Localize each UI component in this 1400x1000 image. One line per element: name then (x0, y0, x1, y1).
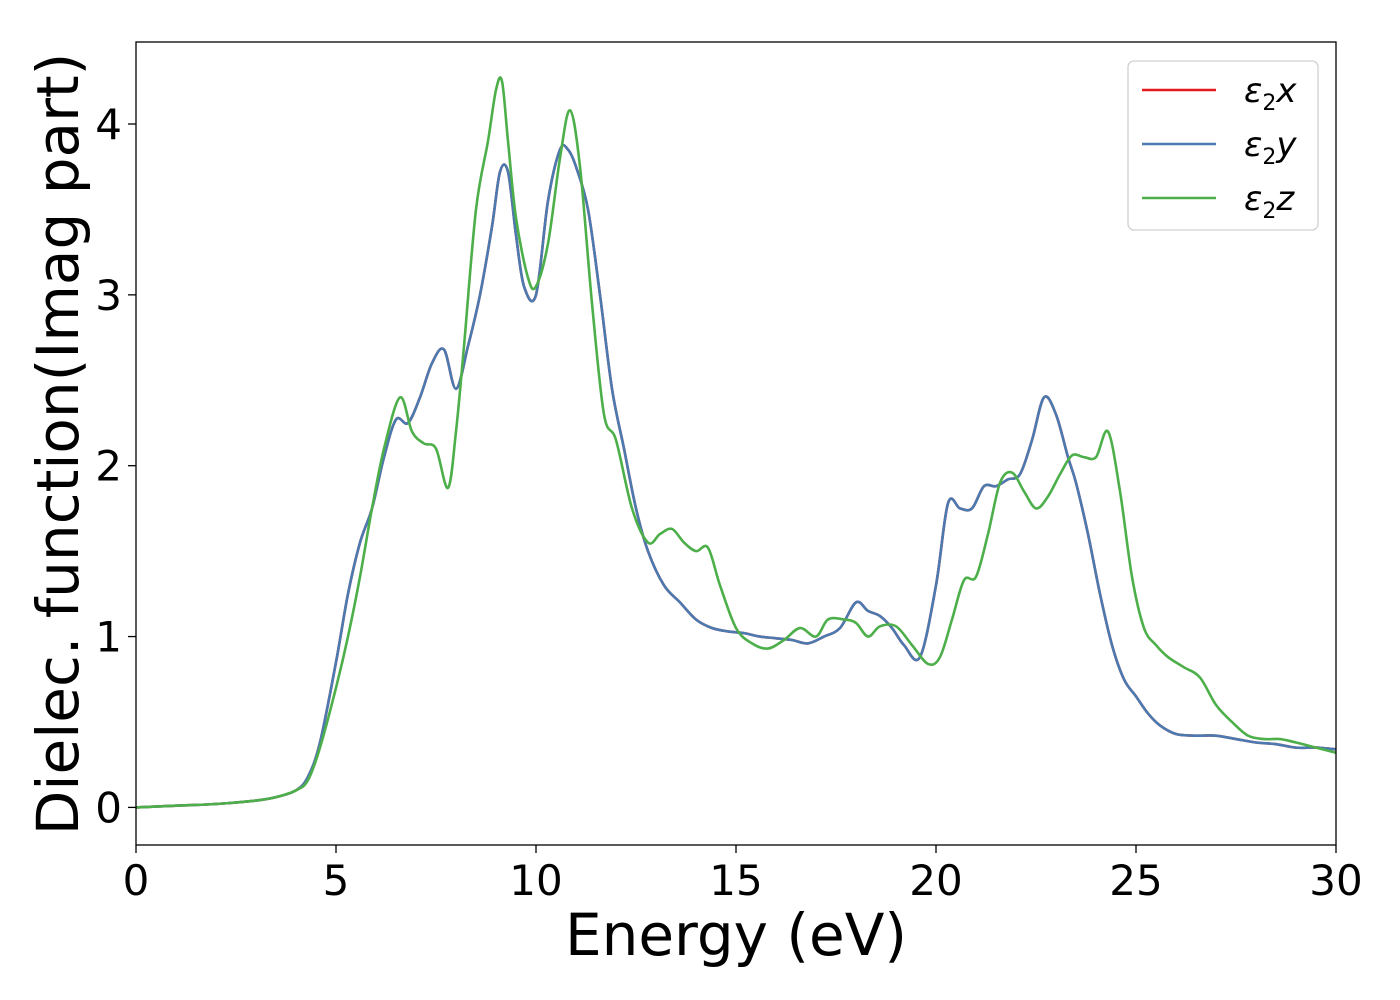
legend-box (1127, 60, 1319, 231)
x-tick-label: 20 (909, 856, 962, 905)
y-tick-label: 2 (95, 442, 122, 491)
legend-entry-label: ε2x (1244, 71, 1297, 116)
y-axis: 0 1 2 3 4 (95, 100, 136, 832)
y-tick-label: 0 (95, 783, 122, 832)
x-tick-label: 25 (1109, 856, 1162, 905)
x-tick-label: 15 (709, 856, 762, 905)
y-axis-label: Dielec. function(Imag part) (24, 53, 92, 836)
series-line-y (135, 143, 1337, 809)
x-axis: 0 5 10 15 20 25 30 (123, 845, 1363, 905)
x-tick-label: 10 (509, 856, 562, 905)
x-tick-label: 30 (1309, 856, 1362, 905)
y-tick-label: 3 (95, 271, 122, 320)
x-tick-label: 5 (323, 856, 350, 905)
legend-entry-label: ε2y (1244, 125, 1297, 170)
series-line-z (135, 76, 1337, 809)
series-line-x (135, 143, 1337, 809)
legend: ε2x ε2y ε2z (1127, 60, 1319, 231)
y-tick-label: 1 (95, 613, 122, 662)
x-tick-label: 0 (123, 856, 150, 905)
x-axis-label: Energy (eV) (565, 901, 907, 969)
legend-entry-label: ε2z (1244, 179, 1295, 224)
series-layer (135, 76, 1337, 809)
y-tick-label: 4 (95, 100, 122, 149)
